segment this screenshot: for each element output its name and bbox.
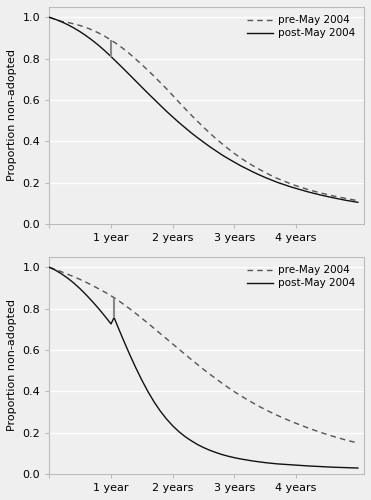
Legend: pre-May 2004, post-May 2004: pre-May 2004, post-May 2004 xyxy=(244,12,359,42)
Y-axis label: Proportion non-adopted: Proportion non-adopted xyxy=(7,50,17,182)
Legend: pre-May 2004, post-May 2004: pre-May 2004, post-May 2004 xyxy=(244,262,359,292)
Y-axis label: Proportion non-adopted: Proportion non-adopted xyxy=(7,300,17,432)
